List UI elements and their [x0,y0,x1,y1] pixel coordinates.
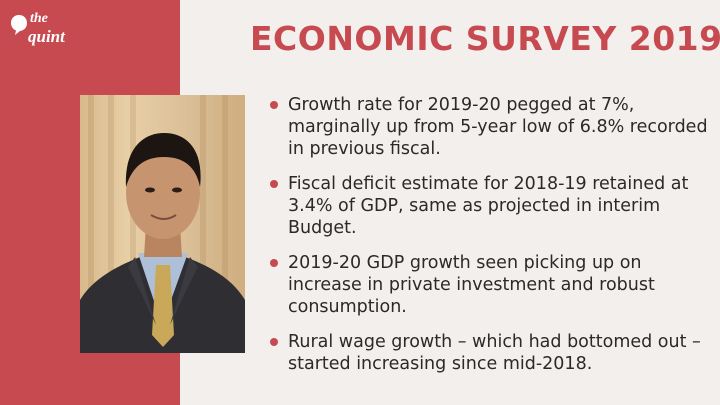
brand-logo[interactable]: the quint [10,10,80,54]
bullet-dot-icon [270,180,278,188]
list-item: Rural wage growth – which had bottomed o… [268,331,713,375]
bullet-dot-icon [270,259,278,267]
person-silhouette-icon [80,133,245,353]
list-item-text: Growth rate for 2019-20 pegged at 7%, ma… [288,95,708,159]
logo-text-the: the [30,11,48,26]
key-points-list: Growth rate for 2019-20 pegged at 7%, ma… [268,94,713,388]
list-item-text: Fiscal deficit estimate for 2018-19 reta… [288,174,689,238]
logo-text-quint: quint [28,27,65,46]
speech-bubble-icon [11,15,27,35]
list-item: Growth rate for 2019-20 pegged at 7%, ma… [268,94,713,160]
list-item-text: Rural wage growth – which had bottomed o… [288,332,701,374]
portrait-photo [80,95,245,353]
list-item: Fiscal deficit estimate for 2018-19 reta… [268,173,713,239]
content-panel [180,0,720,405]
list-item-text: 2019-20 GDP growth seen picking up on in… [288,253,655,317]
bullet-dot-icon [270,101,278,109]
page-title: ECONOMIC SURVEY 2019 [250,19,720,58]
list-item: 2019-20 GDP growth seen picking up on in… [268,252,713,318]
bullet-dot-icon [270,338,278,346]
